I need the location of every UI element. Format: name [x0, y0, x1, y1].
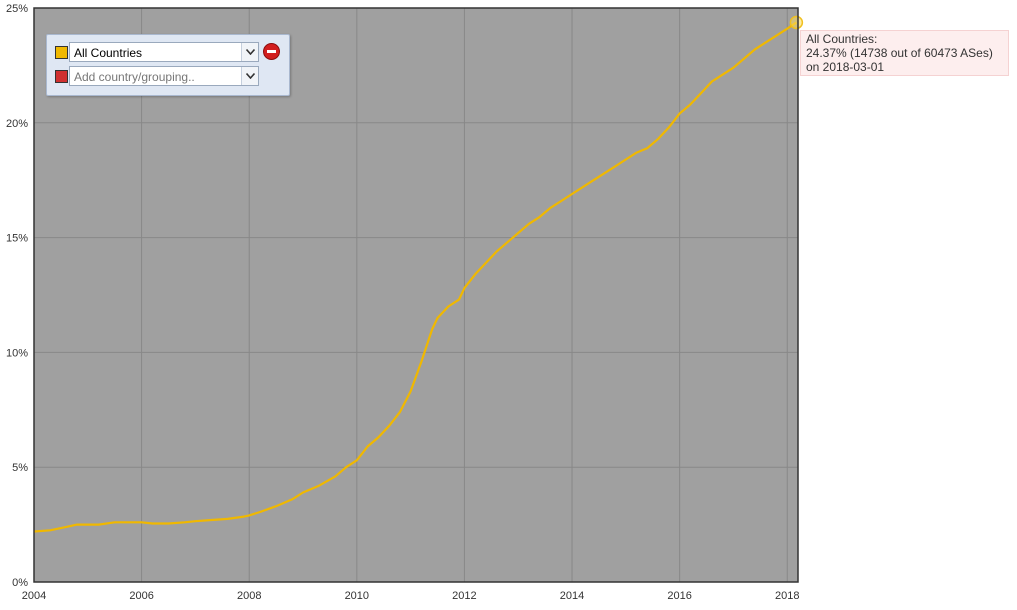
- country-selector-panel: All Countries Add country/grouping..: [46, 34, 290, 96]
- x-tick-label: 2006: [129, 590, 153, 602]
- x-tick-label: 2018: [775, 590, 799, 602]
- country-combo-box[interactable]: All Countries: [69, 42, 259, 62]
- y-tick-label: 10%: [6, 347, 28, 359]
- series-color-swatch[interactable]: [55, 46, 68, 59]
- tooltip-value: 24.37% (14738 out of 60473 ASes): [806, 46, 993, 60]
- country-combo-value: All Countries: [74, 46, 143, 60]
- add-country-placeholder: Add country/grouping..: [74, 70, 195, 84]
- chevron-down-icon[interactable]: [241, 43, 258, 61]
- y-tick-label: 20%: [6, 118, 28, 130]
- plot-area: [34, 8, 798, 582]
- tooltip-series-name: All Countries:: [806, 32, 878, 46]
- series-layer: [33, 15, 804, 533]
- x-tick-label: 2004: [22, 590, 46, 602]
- x-tick-label: 2010: [345, 590, 369, 602]
- plot-frame: [33, 7, 799, 583]
- y-tick-label: 0%: [12, 577, 28, 589]
- axis-ticks: 0% 5% 10% 15% 20% 25% 2004 2006 2008 2010 2012 2014…: [6, 3, 800, 602]
- chevron-down-icon[interactable]: [241, 67, 258, 85]
- grid-lines: [34, 8, 798, 582]
- add-country-combo-box[interactable]: Add country/grouping..: [69, 66, 259, 86]
- remove-series-button[interactable]: [263, 43, 280, 60]
- y-tick-label: 15%: [6, 233, 28, 245]
- x-tick-label: 2008: [237, 590, 261, 602]
- y-tick-label: 25%: [6, 3, 28, 15]
- x-tick-label: 2016: [667, 590, 691, 602]
- x-tick-label: 2012: [452, 590, 476, 602]
- selector-row-add: Add country/grouping..: [53, 66, 285, 86]
- data-point-tooltip: All Countries: 24.37% (14738 out of 6047…: [800, 30, 1009, 76]
- series-line-all-countries[interactable]: [33, 21, 798, 533]
- selector-row-all-countries: All Countries: [53, 42, 285, 62]
- highlighted-data-point[interactable]: [789, 15, 804, 30]
- tooltip-date: on 2018-03-01: [806, 60, 885, 74]
- y-tick-label: 5%: [12, 462, 28, 474]
- x-tick-label: 2014: [560, 590, 584, 602]
- series-color-swatch[interactable]: [55, 70, 68, 83]
